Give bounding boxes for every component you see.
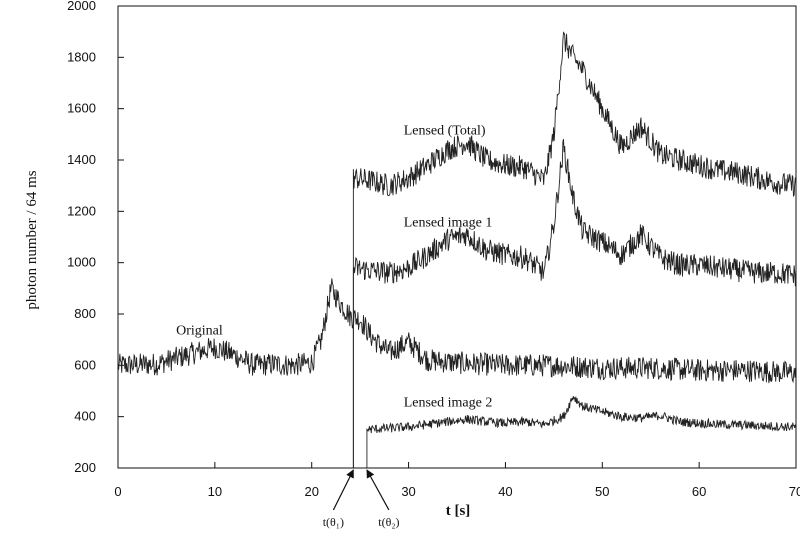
marker-arrow-2 [366, 469, 390, 511]
series-label-lensed-image-1: Lensed image 1 [404, 216, 493, 231]
y-tick-label: 600 [74, 357, 96, 372]
y-tick-label: 1200 [67, 203, 96, 218]
plot-frame [117, 5, 797, 469]
y-tick-label: 800 [74, 306, 96, 321]
y-tick-label: 1800 [67, 49, 96, 64]
x-axis: 0 10 20 30 40 50 60 70 [114, 462, 800, 499]
series-line-lensed-image-1 [352, 138, 797, 468]
series-lines [117, 31, 797, 468]
series-label-lensed-total: Lensed (Total) [404, 123, 486, 138]
y-axis: 200 400 600 800 1000 1200 1400 1600 1800 2000 [67, 0, 124, 475]
x-tick-label: 70 [789, 484, 800, 499]
x-tick-label: 60 [692, 484, 706, 499]
y-tick-label: 1600 [67, 101, 96, 116]
y-tick-label: 200 [74, 460, 96, 475]
series-labels: Original Lensed (Total) Lensed image 1 Lens… [176, 123, 492, 410]
x-tick-label: 30 [401, 484, 415, 499]
x-tick-label: 10 [208, 484, 222, 499]
series-line-lensed-image-2 [366, 396, 797, 468]
marker-label-2: t(θ₂) [378, 515, 399, 529]
y-tick-label: 2000 [67, 0, 96, 13]
y-tick-label: 400 [74, 409, 96, 424]
y-tick-label: 1000 [67, 255, 96, 270]
x-tick-label: 0 [114, 484, 121, 499]
marker-arrow-1 [332, 469, 354, 511]
series-line-original [117, 278, 796, 384]
time-markers: t(θ₁) t(θ₂) [323, 469, 400, 529]
x-tick-label: 20 [304, 484, 318, 499]
x-axis-label: t [s] [446, 503, 471, 519]
series-label-lensed-image-2: Lensed image 2 [404, 395, 493, 410]
y-tick-label: 1400 [67, 152, 96, 167]
marker-label-1: t(θ₁) [323, 515, 344, 529]
series-line-lensed-total [352, 31, 797, 468]
plot-border [117, 5, 797, 469]
y-axis-label: photon number / 64 ms [24, 170, 40, 309]
series-label-original: Original [176, 324, 223, 339]
x-tick-label: 40 [498, 484, 512, 499]
x-tick-label: 50 [595, 484, 609, 499]
